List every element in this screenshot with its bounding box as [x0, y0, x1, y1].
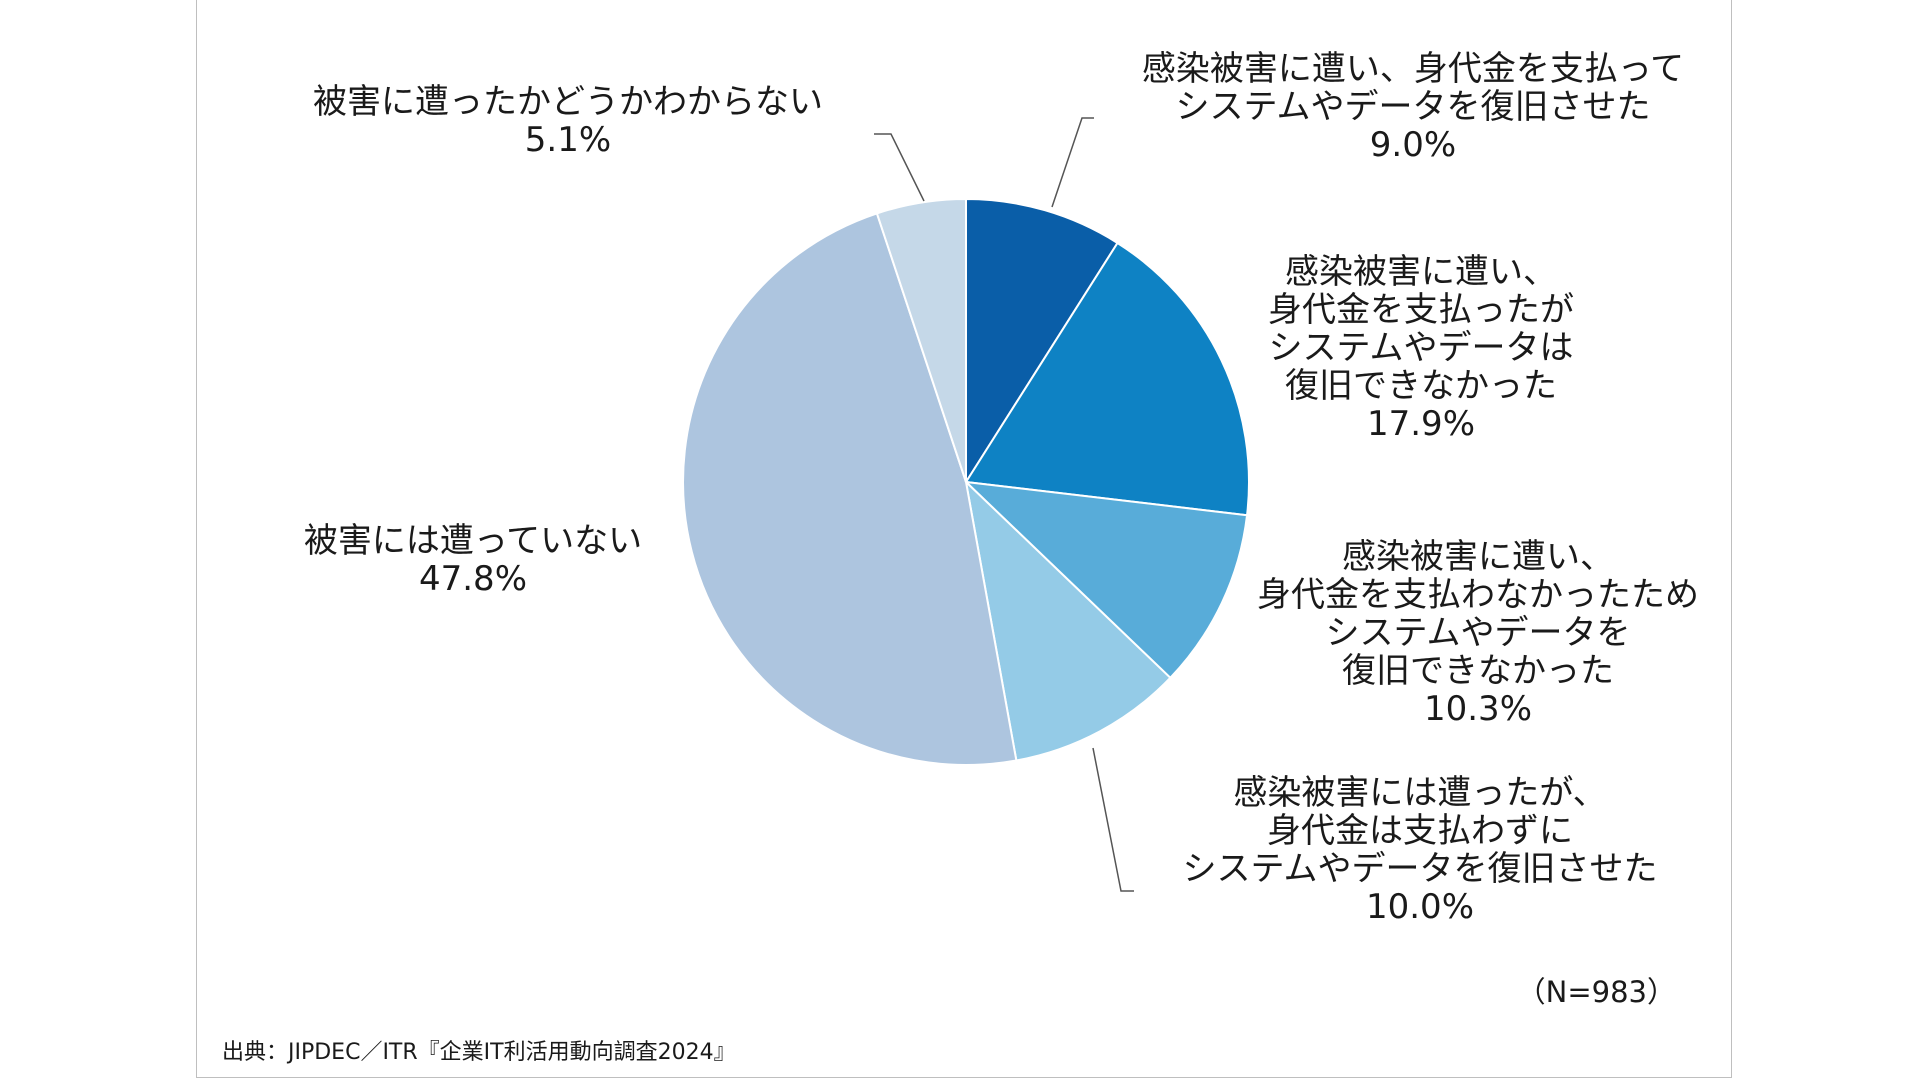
- slice-category-label: 感染被害に遭い、身代金を支払って: [1142, 49, 1684, 89]
- leader-line-6: [874, 133, 925, 202]
- pie-slice-6: [875, 197, 967, 483]
- slice-category-label: 復旧できなかった: [1342, 651, 1614, 691]
- slice-category-label: 感染被害に遭い、: [1342, 537, 1614, 577]
- slice-category-label: 身代金を支払ったが: [1268, 290, 1574, 330]
- leader-lines: [874, 117, 1134, 892]
- source-label: 出典：JIPDEC／ITR『企業IT利活用動向調査2024』: [222, 1040, 736, 1065]
- slice-category-label: 復旧できなかった: [1285, 366, 1557, 406]
- slice-value-label: 47.8%: [419, 559, 527, 599]
- slice-value-label: 10.0%: [1366, 887, 1474, 927]
- slice-category-label: 被害には遭っていない: [304, 521, 642, 561]
- slice-category-label: 被害に遭ったかどうかわからない: [313, 82, 823, 122]
- sample-size-label: （N=983）: [1517, 975, 1676, 1009]
- pie-slice-2: [964, 241, 1250, 517]
- pie-slice-3: [963, 480, 1249, 680]
- leader-line-1: [1051, 117, 1094, 208]
- slice-value-label: 9.0%: [1370, 125, 1456, 165]
- slice-value-label: 5.1%: [525, 120, 611, 160]
- slice-value-label: 17.9%: [1367, 404, 1475, 444]
- slice-label-3: 感染被害に遭い、身代金を支払わなかったためシステムやデータを復旧できなかった10…: [1257, 537, 1699, 729]
- slice-labels: 感染被害に遭い、身代金を支払ってシステムやデータを復旧させた9.0%感染被害に遭…: [304, 49, 1699, 927]
- slice-category-label: システムやデータを: [1326, 613, 1631, 653]
- slice-category-label: システムやデータは: [1269, 328, 1574, 368]
- slice-category-label: 身代金は支払わずに: [1267, 811, 1573, 851]
- slice-category-label: 身代金を支払わなかったため: [1257, 575, 1699, 615]
- slice-category-label: 感染被害には遭ったが、: [1233, 773, 1606, 813]
- leader-line-4: [1092, 747, 1134, 892]
- pie-slice-1: [965, 197, 1119, 486]
- slice-value-label: 10.3%: [1424, 689, 1532, 729]
- pie-slices: [682, 197, 1250, 766]
- slice-category-label: システムやデータを復旧させた: [1176, 87, 1651, 127]
- pie-slice-4: [964, 479, 1172, 762]
- slice-category-label: 感染被害に遭い、: [1285, 252, 1557, 292]
- slice-category-label: システムやデータを復旧させた: [1183, 849, 1658, 889]
- pie-slice-5: [682, 212, 1018, 766]
